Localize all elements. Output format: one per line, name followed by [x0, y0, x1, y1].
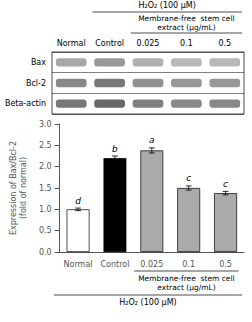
svg-text:Beta-actin: Beta-actin: [5, 99, 46, 108]
svg-text:Normal: Normal: [57, 39, 86, 48]
svg-text:1.0: 1.0: [39, 205, 52, 214]
svg-text:Control: Control: [100, 260, 129, 269]
svg-text:H₂O₂ (100 μM): H₂O₂ (100 μM): [139, 1, 196, 10]
svg-text:a: a: [149, 135, 155, 145]
svg-text:extract (μg/mL): extract (μg/mL): [157, 23, 215, 32]
svg-text:Bcl-2: Bcl-2: [26, 79, 46, 88]
svg-text:d: d: [75, 196, 81, 206]
svg-text:(fold of normal): (fold of normal): [19, 157, 28, 219]
svg-text:Membrane-free stem cell: Membrane-free stem cell: [138, 14, 235, 23]
svg-text:0.1: 0.1: [182, 260, 195, 269]
svg-text:Normal: Normal: [64, 260, 93, 269]
svg-text:Membrane-free stem cell: Membrane-free stem cell: [138, 274, 235, 283]
svg-text:0.0: 0.0: [39, 248, 52, 257]
svg-text:0.025: 0.025: [137, 39, 160, 48]
svg-text:0.1: 0.1: [180, 39, 193, 48]
svg-text:Control: Control: [95, 39, 124, 48]
svg-text:Expression of Bax/Bcl-2: Expression of Bax/Bcl-2: [9, 141, 18, 235]
svg-text:0.5: 0.5: [39, 226, 52, 235]
svg-text:H₂O₂ (100 μM): H₂O₂ (100 μM): [119, 298, 176, 307]
svg-text:c: c: [223, 179, 228, 189]
svg-text:2.0: 2.0: [39, 162, 52, 171]
svg-text:c: c: [186, 173, 191, 183]
svg-text:0.025: 0.025: [140, 260, 163, 269]
svg-text:2.5: 2.5: [39, 141, 52, 150]
svg-text:0.5: 0.5: [219, 260, 232, 269]
svg-text:0.5: 0.5: [218, 39, 231, 48]
svg-text:Bax: Bax: [31, 58, 46, 67]
svg-text:3.0: 3.0: [39, 120, 52, 129]
svg-text:1.5: 1.5: [39, 184, 52, 193]
svg-text:extract (μg/mL): extract (μg/mL): [157, 283, 215, 292]
svg-text:b: b: [112, 144, 118, 154]
